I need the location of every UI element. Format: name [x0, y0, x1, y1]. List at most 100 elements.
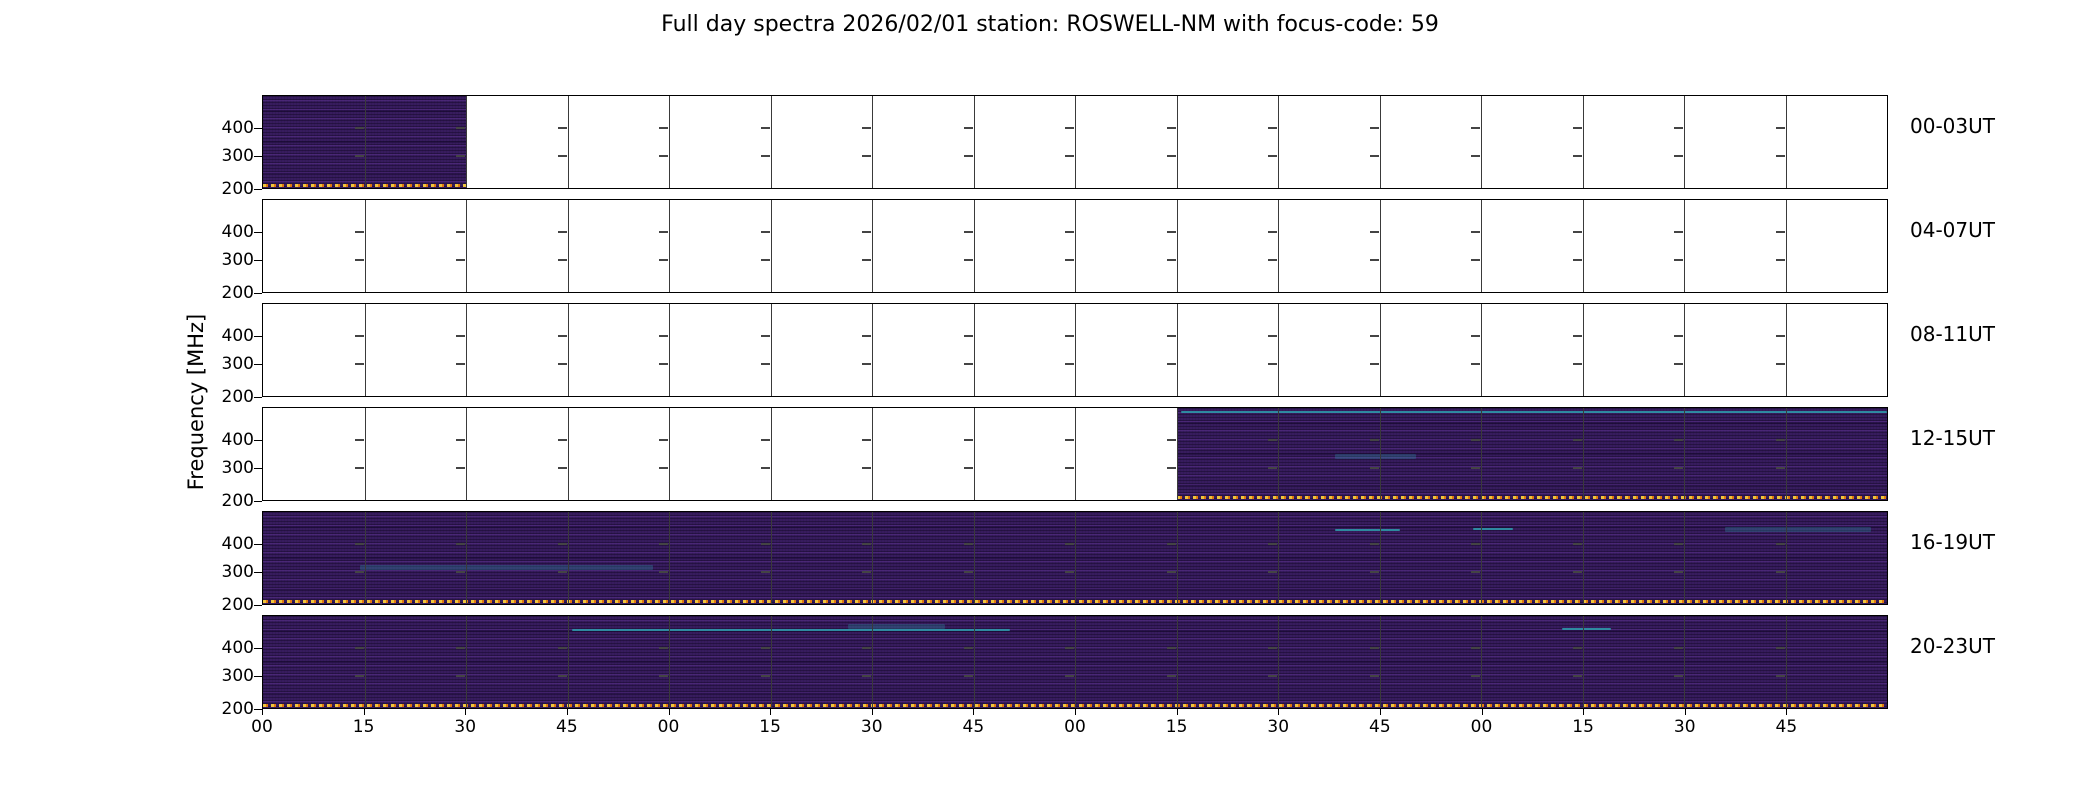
- ytick-mark: [254, 605, 262, 606]
- subplot-ytick-mark: [1572, 231, 1582, 234]
- subplot-ytick-mark: [1065, 570, 1074, 573]
- ytick-label: 300: [221, 562, 254, 583]
- subplot-ytick-mark: [1268, 466, 1277, 469]
- subplot-ytick-mark: [1369, 647, 1379, 650]
- ytick-mark: [254, 397, 262, 398]
- subplot-ytick-mark: [1166, 570, 1176, 573]
- subplot-ytick-mark: [1369, 154, 1379, 157]
- subplot-ytick-mark: [456, 127, 465, 130]
- segment-divider: [973, 200, 975, 292]
- segment-divider: [1176, 616, 1178, 708]
- ytick-mark: [254, 647, 262, 649]
- xtick-label: 00: [1470, 717, 1493, 737]
- xtick-mark: [1379, 709, 1381, 715]
- subplot-ytick-mark: [1268, 543, 1277, 546]
- subplot-ytick-mark: [456, 570, 465, 573]
- subplot-ytick-mark: [1369, 674, 1379, 677]
- subplot-ytick-mark: [1369, 570, 1379, 573]
- segment-divider: [567, 408, 569, 500]
- subplot-ytick-mark: [456, 647, 465, 650]
- segment-divider: [1278, 96, 1279, 188]
- spectra-row-panel-08-11UT: [262, 303, 1888, 397]
- subplot-ytick-mark: [1268, 570, 1277, 573]
- xtick-label: 45: [962, 717, 985, 737]
- subplot-ytick-mark: [354, 570, 364, 573]
- subplot-ytick-mark: [1572, 154, 1582, 157]
- ytick-label: 300: [221, 146, 254, 167]
- ytick-label: 200: [221, 179, 254, 199]
- segment-divider: [1582, 200, 1584, 292]
- subplot-ytick-mark: [862, 154, 871, 157]
- subplot-ytick-mark: [456, 439, 465, 442]
- ytick-label: 400: [221, 429, 254, 450]
- segment-divider: [1481, 616, 1482, 708]
- segment-divider: [1582, 616, 1584, 708]
- xtick-label: 45: [556, 717, 578, 737]
- subplot-ytick-mark: [1166, 127, 1176, 130]
- subplot-ytick-mark: [354, 466, 364, 469]
- subplot-ytick-mark: [1065, 543, 1074, 546]
- row-time-label: 20-23UT: [1910, 634, 1995, 658]
- subplot-ytick-mark: [862, 127, 871, 130]
- subplot-ytick-mark: [1775, 543, 1785, 546]
- subplot-ytick-mark: [1674, 127, 1683, 130]
- subplot-ytick-mark: [1775, 570, 1785, 573]
- ytick-label: 300: [221, 666, 254, 687]
- ytick-mark: [254, 127, 262, 129]
- subplot-ytick-mark: [557, 647, 567, 650]
- subplot-ytick-mark: [659, 154, 668, 157]
- segment-divider: [1075, 616, 1076, 708]
- subplot-ytick-mark: [1674, 439, 1683, 442]
- xtick-label: 00: [251, 717, 273, 737]
- subplot-ytick-mark: [659, 362, 668, 365]
- segment-divider: [770, 304, 772, 396]
- subplot-ytick-mark: [557, 258, 567, 261]
- segment-divider: [1379, 616, 1381, 708]
- segment-divider: [770, 512, 772, 604]
- subplot-ytick-mark: [1775, 258, 1785, 261]
- segment-divider: [567, 96, 569, 188]
- subplot-ytick-mark: [1268, 674, 1277, 677]
- subplot-ytick-mark: [1369, 258, 1379, 261]
- subplot-ytick-mark: [760, 466, 770, 469]
- subplot-ytick-mark: [1166, 647, 1176, 650]
- emission-streak: [1724, 526, 1871, 532]
- xtick-mark: [363, 709, 365, 715]
- segment-divider: [872, 304, 873, 396]
- ytick-label: 400: [221, 221, 254, 242]
- segment-divider: [364, 616, 366, 708]
- ytick-mark: [254, 156, 262, 158]
- segment-divider: [1176, 304, 1178, 396]
- segment-divider: [1582, 408, 1584, 500]
- segment-divider: [973, 304, 975, 396]
- subplot-ytick-mark: [557, 543, 567, 546]
- subplot-ytick-mark: [1775, 127, 1785, 130]
- subplot-ytick-mark: [760, 335, 770, 338]
- segment-divider: [1379, 200, 1381, 292]
- subplot-ytick-mark: [1065, 439, 1074, 442]
- emission-streak: [1180, 410, 1887, 413]
- subplot-ytick-mark: [1775, 439, 1785, 442]
- subplot-ytick-mark: [963, 647, 973, 650]
- segment-divider: [1684, 616, 1685, 708]
- subplot-ytick-mark: [456, 258, 465, 261]
- subplot-ytick-mark: [557, 570, 567, 573]
- emission-streak: [847, 624, 946, 630]
- segment-divider: [1075, 304, 1076, 396]
- figure-title: Full day spectra 2026/02/01 station: ROS…: [661, 12, 1439, 37]
- ytick-mark: [254, 364, 262, 366]
- subplot-ytick-mark: [1065, 154, 1074, 157]
- subplot-ytick-mark: [659, 258, 668, 261]
- subplot-ytick-mark: [1471, 439, 1480, 442]
- subplot-ytick-mark: [1268, 647, 1277, 650]
- xtick-label: 45: [1775, 717, 1798, 737]
- emission-streak: [571, 628, 1011, 631]
- segment-divider: [1075, 200, 1076, 292]
- xtick-label: 15: [1165, 717, 1188, 737]
- segment-divider: [1176, 408, 1178, 500]
- subplot-ytick-mark: [1775, 362, 1785, 365]
- segment-divider: [1684, 200, 1685, 292]
- subplot-ytick-mark: [1674, 570, 1683, 573]
- subplot-ytick-mark: [1674, 674, 1683, 677]
- segment-divider: [1379, 408, 1381, 500]
